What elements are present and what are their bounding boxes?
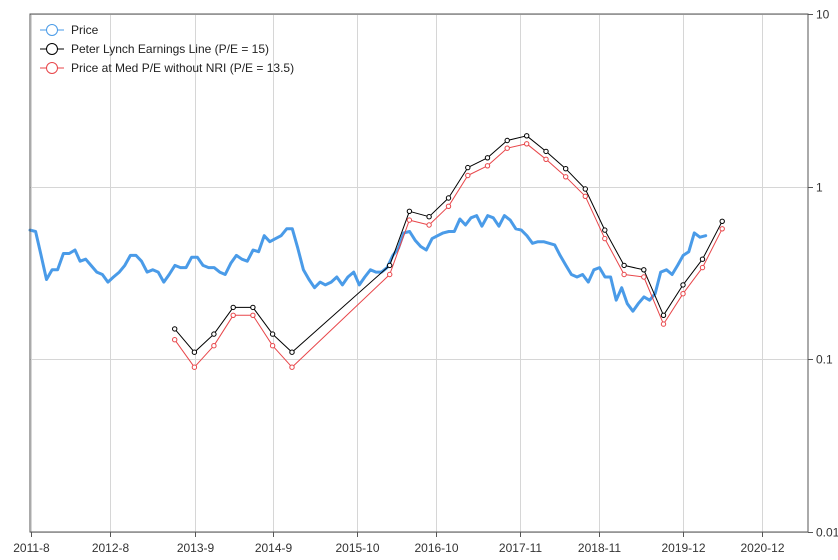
series-point-2	[445, 203, 452, 210]
legend-item-1[interactable]: Peter Lynch Earnings Line (P/E = 15)	[40, 42, 269, 56]
series-point-1	[191, 349, 198, 355]
series-point-1	[563, 166, 569, 172]
series-point-1	[543, 148, 549, 155]
x-tick-label: 2013-9	[177, 541, 215, 555]
series-point-1	[269, 331, 276, 337]
x-tick-label: 2015-10	[335, 541, 379, 555]
legend-label: Peter Lynch Earnings Line (P/E = 15)	[71, 42, 269, 56]
series-point-1	[387, 262, 393, 269]
series-point-2	[230, 312, 236, 318]
series-point-1	[289, 349, 295, 355]
x-axis: 2011-8 2012-8 2013-9 2014-9 2015-10 2016-10 20…	[13, 532, 785, 555]
series-point-2	[543, 156, 549, 163]
series-markers	[172, 133, 725, 370]
series-point-2	[602, 235, 608, 242]
series-point-2	[465, 172, 471, 179]
series-point-2	[269, 343, 276, 349]
series-point-2	[289, 364, 295, 370]
series-point-2	[563, 174, 569, 180]
series-point-2	[387, 271, 393, 278]
series-point-1	[582, 186, 588, 192]
series-point-2	[250, 312, 256, 318]
series-lines	[28, 135, 723, 368]
series-point-1	[719, 218, 725, 225]
series-point-1	[699, 256, 706, 262]
series-point-2	[582, 193, 588, 200]
series-point-2	[406, 217, 413, 223]
series-point-1	[641, 267, 647, 273]
series-point-2	[504, 145, 510, 151]
x-tick-label: 2011-8	[13, 541, 50, 555]
series-point-1	[621, 262, 627, 269]
series-point-1	[406, 208, 413, 215]
y-axis: 0.01 0.1 1 10	[808, 8, 838, 540]
y-tick-label: 10	[816, 8, 830, 22]
y-tick-label: 1	[816, 181, 823, 195]
series-line-0	[28, 214, 708, 313]
x-tick-label: 2016-10	[414, 541, 458, 555]
x-tick-label: 2012-8	[92, 541, 130, 555]
series-line-1	[174, 135, 723, 353]
legend-label: Price at Med P/E without NRI (P/E = 13.5…	[71, 61, 294, 75]
series-point-2	[191, 364, 198, 370]
series-point-2	[426, 222, 432, 228]
series-point-2	[699, 264, 706, 271]
legend-label: Price	[71, 23, 99, 37]
series-point-1	[680, 282, 686, 288]
series-point-1	[524, 133, 530, 139]
series-point-2	[660, 321, 667, 327]
series-point-2	[719, 226, 725, 232]
series-point-1	[484, 155, 491, 161]
series-point-1	[660, 312, 667, 318]
series-point-2	[680, 291, 686, 297]
series-point-1	[445, 195, 452, 201]
x-tick-label: 2017-11	[499, 541, 542, 555]
plot-area-border	[29, 13, 809, 533]
series-point-2	[621, 271, 627, 278]
legend-swatch-marker	[46, 24, 58, 36]
x-tick-label: 2014-9	[255, 541, 293, 555]
series-point-2	[172, 337, 178, 343]
series-point-1	[602, 227, 608, 233]
series-point-1	[230, 304, 236, 311]
series-point-2	[524, 141, 530, 147]
series-point-1	[250, 304, 256, 311]
series-point-1	[465, 164, 471, 171]
legend-swatch-marker	[46, 43, 58, 55]
series-point-2	[641, 274, 647, 280]
y-tick-label: 0.1	[816, 353, 833, 367]
legend-item-2[interactable]: Price at Med P/E without NRI (P/E = 13.5…	[40, 61, 294, 75]
y-tick-label: 0.01	[816, 526, 838, 540]
x-tick-label: 2019-12	[661, 541, 705, 555]
series-point-2	[484, 163, 491, 169]
x-tick-label: 2018-11	[578, 541, 621, 555]
series-line-2	[174, 143, 723, 368]
series-point-1	[426, 214, 432, 220]
series-point-1	[504, 137, 510, 144]
legend[interactable]: Price Peter Lynch Earnings Line (P/E = 15…	[40, 23, 294, 75]
x-tick-label: 2020-12	[740, 541, 784, 555]
series-point-1	[211, 331, 217, 337]
legend-swatch-marker	[46, 62, 58, 74]
series-point-1	[172, 326, 178, 332]
legend-item-0[interactable]: Price	[40, 23, 99, 37]
series-point-2	[211, 343, 217, 349]
